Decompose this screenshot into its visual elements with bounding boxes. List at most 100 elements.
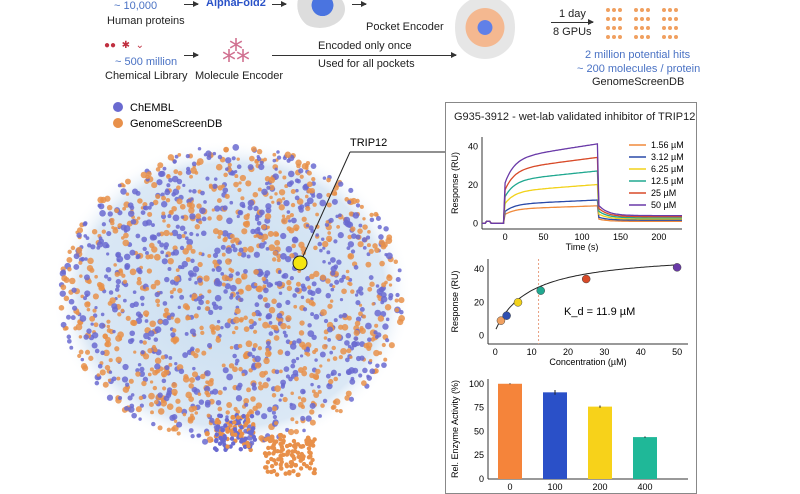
scatter-point bbox=[121, 376, 129, 383]
scatter-point bbox=[278, 170, 282, 174]
scatter-point bbox=[214, 247, 221, 254]
scatter-point bbox=[96, 373, 101, 377]
scatter-point bbox=[271, 257, 277, 262]
scatter-point bbox=[252, 437, 258, 442]
scatter-point bbox=[311, 176, 316, 182]
scatter-point bbox=[149, 242, 155, 249]
hit-dot bbox=[640, 8, 644, 12]
scatter-point bbox=[269, 195, 273, 200]
scatter-point bbox=[111, 303, 118, 310]
scatter-point bbox=[230, 243, 236, 249]
scatter-point bbox=[161, 258, 168, 265]
scatter-point bbox=[118, 395, 123, 401]
scatter-point bbox=[309, 409, 315, 415]
scatter-point bbox=[280, 232, 287, 240]
scatter-point bbox=[362, 367, 368, 374]
scatter-point bbox=[190, 413, 194, 418]
scatter-point bbox=[316, 192, 323, 200]
scatter-point bbox=[165, 254, 169, 258]
scatter-point bbox=[205, 380, 209, 385]
scatter-point bbox=[369, 217, 375, 223]
scatter-point bbox=[216, 214, 223, 221]
legend-marker-chembl bbox=[113, 102, 123, 112]
scatter-point bbox=[122, 206, 127, 211]
scatter-point bbox=[290, 417, 295, 422]
scatter-point bbox=[216, 319, 221, 324]
scatter-point bbox=[136, 279, 142, 286]
scatter-point bbox=[130, 218, 137, 225]
scatter-point bbox=[341, 324, 349, 331]
scatter-point bbox=[278, 437, 283, 442]
scatter-point bbox=[352, 212, 360, 219]
scatter-point bbox=[116, 376, 121, 381]
scatter-point bbox=[135, 311, 142, 317]
scatter-point bbox=[66, 314, 71, 320]
scatter-point bbox=[131, 319, 138, 327]
scatter-point bbox=[265, 460, 271, 465]
scatter-point bbox=[294, 227, 299, 232]
scatter-point bbox=[154, 279, 161, 286]
scatter-point bbox=[182, 352, 189, 358]
scatter-point bbox=[129, 302, 135, 309]
scatter-point bbox=[239, 425, 244, 430]
scatter-point bbox=[226, 402, 233, 408]
scatter-point bbox=[224, 322, 231, 329]
scatter-point bbox=[147, 347, 153, 354]
scatter-point bbox=[286, 279, 292, 286]
scatter-point bbox=[366, 374, 370, 379]
scatter-point bbox=[190, 350, 196, 356]
scatter-point bbox=[313, 374, 320, 381]
scatter-point bbox=[372, 243, 378, 249]
scatter-point bbox=[106, 328, 112, 333]
scatter-point bbox=[208, 309, 214, 315]
scatter-point bbox=[300, 295, 305, 300]
scatter-point bbox=[268, 184, 275, 191]
scatter-point bbox=[283, 333, 288, 338]
hit-dot bbox=[674, 17, 678, 21]
scatter-point bbox=[295, 472, 300, 478]
scatter-point bbox=[299, 174, 304, 179]
scatter-point bbox=[174, 154, 179, 159]
scatter-point bbox=[290, 391, 294, 396]
scatter-point bbox=[137, 216, 141, 220]
scatter-point bbox=[221, 274, 229, 282]
scatter-point bbox=[190, 433, 195, 439]
data-point bbox=[672, 263, 682, 272]
hit-dot bbox=[606, 35, 610, 39]
scatter-point bbox=[68, 298, 75, 305]
scatter-point bbox=[171, 414, 178, 420]
hit-dot bbox=[618, 26, 622, 30]
legend-marker-genomescreendb bbox=[113, 118, 123, 128]
scatter-point bbox=[285, 374, 291, 379]
scatter-point bbox=[286, 325, 291, 330]
scatter-point bbox=[200, 294, 205, 299]
scatter-point bbox=[305, 224, 310, 228]
scatter-point bbox=[148, 392, 155, 400]
scatter-point bbox=[165, 188, 170, 193]
scatter-point bbox=[221, 363, 226, 368]
scatter-point bbox=[97, 196, 104, 204]
scatter-point bbox=[250, 146, 257, 152]
scatter-point bbox=[106, 319, 111, 324]
scatter-point bbox=[164, 307, 169, 313]
scatter-point bbox=[314, 358, 318, 362]
scatter-point bbox=[106, 204, 113, 211]
scatter-point bbox=[170, 295, 174, 299]
scatter-point bbox=[324, 222, 330, 227]
scatter-point bbox=[304, 194, 309, 199]
scatter-point bbox=[200, 230, 207, 237]
scatter-point bbox=[113, 226, 118, 231]
scatter-point bbox=[307, 323, 312, 328]
scatter-point bbox=[222, 187, 229, 194]
scatter-point bbox=[274, 369, 280, 375]
scatter-point bbox=[169, 232, 173, 236]
scatter-point bbox=[263, 241, 267, 245]
scatter-point bbox=[358, 223, 363, 228]
scatter-point bbox=[139, 339, 143, 344]
scatter-point bbox=[293, 445, 298, 450]
scatter-point bbox=[245, 440, 250, 446]
scatter-point bbox=[285, 245, 293, 253]
scatter-point bbox=[199, 207, 206, 214]
scatter-point bbox=[394, 298, 399, 303]
scatter-point bbox=[320, 309, 327, 316]
